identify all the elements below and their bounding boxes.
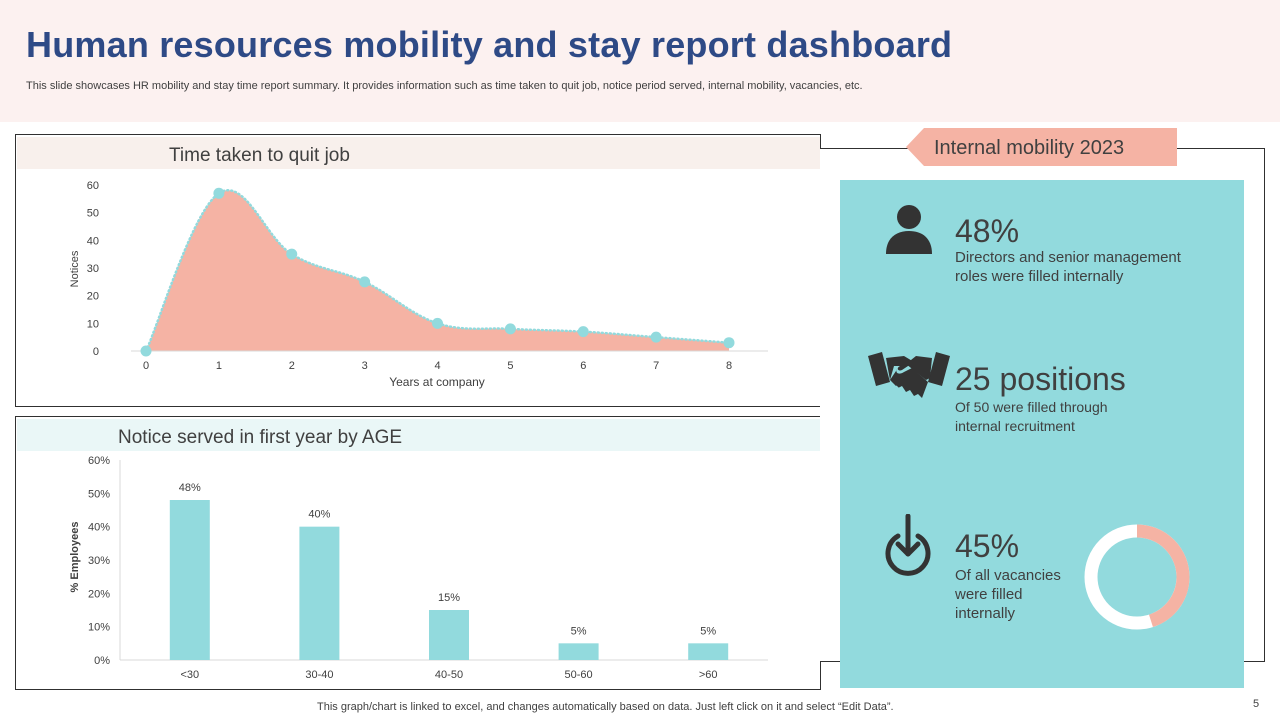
notice-served-y-tick: 50% [88,488,110,500]
quit-job-x-axis-label: Years at company [389,375,485,389]
quit-job-area [146,190,729,351]
quit-job-data-point[interactable] [432,317,443,329]
notice-served-category-label: 30-40 [305,669,333,681]
notice-served-category-label: <30 [180,669,199,681]
page-subtitle: This slide showcases HR mobility and sta… [26,80,863,92]
quit-job-y-tick: 30 [87,263,99,275]
vacancies-filled-description: Of all vacancies were filled internally [955,567,1061,622]
notice-served-y-tick: 20% [88,588,110,600]
quit-job-data-point[interactable] [140,345,152,357]
page-title: Human resources mobility and stay report… [26,24,953,65]
notice-served-data-label: 5% [700,625,716,637]
notice-served-category-label: 50-60 [565,669,593,681]
notice-served-data-label: 5% [571,625,587,637]
notice-served-chart-title: Notice served in first year by AGE [17,419,820,451]
quit-job-x-tick: 0 [143,360,149,372]
download-icon [885,514,931,576]
quit-job-y-tick: 0 [93,346,99,358]
footer-note: This graph/chart is linked to excel, and… [317,701,894,713]
vacancies-donut-chart[interactable] [1082,522,1192,632]
notice-served-y-tick: 40% [88,522,110,534]
notice-served-y-tick: 10% [88,622,110,634]
directors-filled-value: 48% [955,213,1020,249]
notice-served-category-label: 40-50 [435,669,463,681]
quit-job-area-chart[interactable]: 0 10 20 30 40 50 60 0 1 2 3 4 5 6 7 8 Years at company… [16,170,820,406]
header-band: Human resources mobility and stay report… [0,0,1280,122]
person-icon [886,205,932,254]
handshake-icon [868,352,950,401]
quit-job-data-point[interactable] [359,276,371,288]
notice-served-bar[interactable] [169,500,210,660]
notice-served-data-label: 48% [179,482,201,494]
quit-job-panel: Time taken to quit job 0 10 20 30 40 50 60 0 1 2… [15,134,821,407]
notice-served-y-axis-label: % Employees [69,522,81,593]
quit-job-y-tick: 20 [87,291,99,303]
quit-job-x-tick: 5 [507,360,513,372]
notice-served-bar-chart[interactable]: 0% 10% 20% 30% 40% 50% 60% 48% 40% 15% 5% 5% <30 30… [16,452,820,688]
quit-job-y-tick: 50 [87,208,99,220]
directors-filled-description: Directors and senior management roles we… [955,249,1181,285]
notice-served-data-label: 15% [438,592,460,604]
quit-job-data-point[interactable] [577,326,589,338]
quit-job-x-tick: 3 [362,360,368,372]
notice-served-y-tick: 60% [88,455,110,467]
quit-job-x-tick: 6 [580,360,586,372]
page-number: 5 [1253,698,1260,710]
quit-job-x-tick: 8 [726,360,732,372]
notice-served-bar[interactable] [558,643,599,660]
notice-served-y-tick: 30% [88,555,110,567]
quit-job-y-tick: 60 [87,180,99,192]
quit-job-x-tick: 2 [289,360,295,372]
notice-served-category-label: >60 [699,669,718,681]
quit-job-x-tick: 1 [216,360,222,372]
internal-mobility-tag [906,128,1177,166]
quit-job-data-point[interactable] [213,187,225,199]
quit-job-data-point[interactable] [286,248,298,260]
quit-job-data-point[interactable] [650,331,662,343]
quit-job-x-tick: 7 [653,360,659,372]
donut-filled-segment [1084,524,1190,630]
quit-job-data-point[interactable] [504,323,516,335]
internal-mobility-title: Internal mobility 2023 [934,137,1125,159]
notice-served-bar[interactable] [299,526,340,660]
notice-served-y-tick: 0% [94,655,110,667]
quit-job-y-axis-label: Notices [69,250,81,287]
vacancies-filled-value: 45% [955,528,1020,564]
quit-job-y-tick: 10 [87,318,99,330]
quit-job-data-point[interactable] [723,337,735,349]
notice-served-data-label: 40% [308,509,330,521]
positions-filled-value: 25 positions [955,361,1126,397]
notice-served-bar[interactable] [429,610,469,660]
quit-job-y-tick: 40 [87,235,99,247]
notice-served-bar[interactable] [688,643,729,660]
positions-filled-description: Of 50 were filled through internal recru… [955,399,1108,434]
quit-job-x-tick: 4 [434,360,440,372]
notice-served-panel: Notice served in first year by AGE 0% 10%… [15,416,821,690]
quit-job-chart-title: Time taken to quit job [17,137,820,169]
